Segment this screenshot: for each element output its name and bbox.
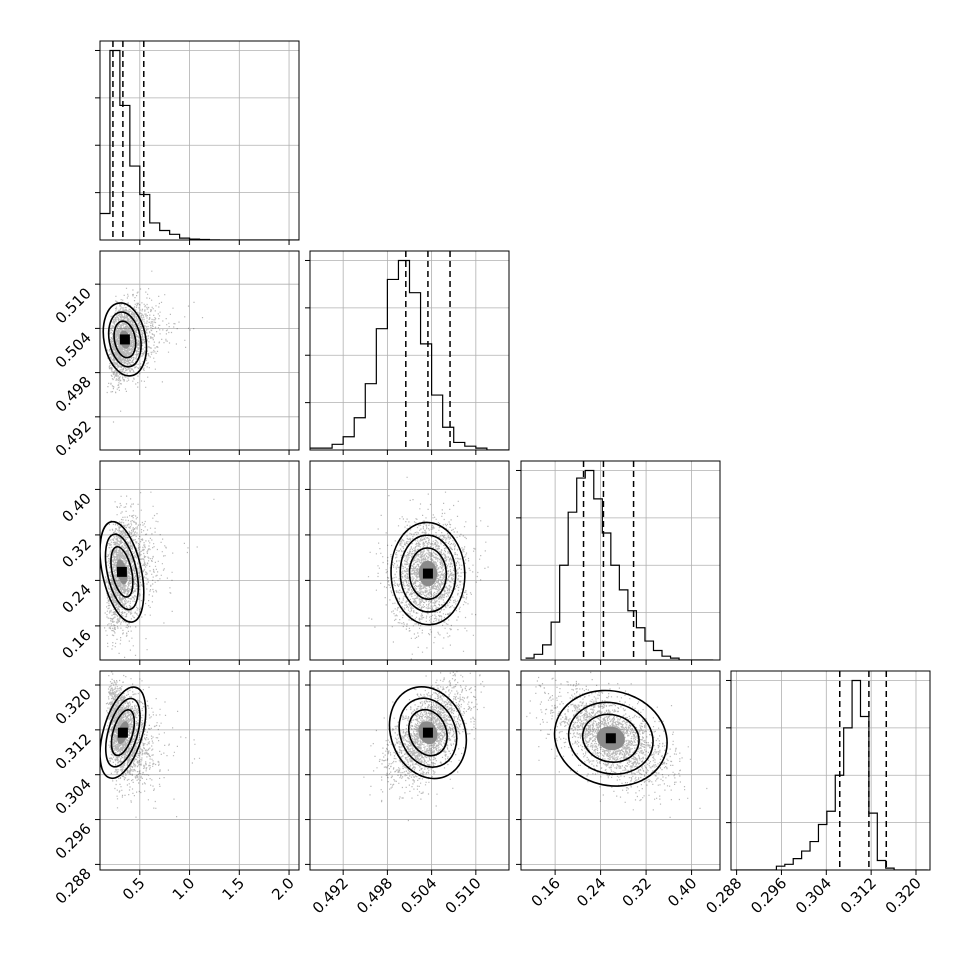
contour-1-1 xyxy=(104,533,140,611)
contour-3-0 xyxy=(390,521,466,626)
panel-2-content xyxy=(100,671,201,818)
contour-5-1 xyxy=(567,701,654,775)
xtick-label-2-1: 0.24 xyxy=(573,874,609,910)
ytick-label-3-0: 0.288 xyxy=(52,864,95,907)
contour-4-0 xyxy=(388,685,468,780)
contour-3-2 xyxy=(408,547,448,600)
scatter-frame-3 xyxy=(309,460,510,661)
contour-2-2 xyxy=(110,709,136,757)
scatter-panel-0-3 xyxy=(99,670,300,871)
xtick-label-2-0: 0.16 xyxy=(528,874,564,910)
histogram-1-steps xyxy=(310,259,509,450)
histogram-frame-1 xyxy=(309,250,510,451)
histogram-panel-0 xyxy=(95,40,300,241)
xtick-label-2-2: 0.32 xyxy=(619,874,655,910)
scatter-panel-2-3 xyxy=(520,670,721,871)
scatter-points-1 xyxy=(104,491,215,658)
scatter-frame-4 xyxy=(309,670,510,871)
density-peak-1 xyxy=(116,566,127,577)
scatter-points-0 xyxy=(104,270,204,423)
density-peak-4 xyxy=(422,727,433,738)
contour-2-1 xyxy=(104,697,141,768)
scatter-frame-0 xyxy=(99,250,300,451)
contour-2-0 xyxy=(100,686,147,780)
scatter-panel-0-1 xyxy=(99,250,300,451)
scatter-panel-1-3 xyxy=(309,670,510,871)
ytick-label-2-3: 0.40 xyxy=(58,490,94,526)
scatter-points-2 xyxy=(105,671,201,818)
contour-0-0 xyxy=(102,302,148,377)
panel-0-content xyxy=(102,270,204,423)
scatter-frame-5 xyxy=(520,670,721,871)
ytick-label-3-3: 0.312 xyxy=(52,730,95,773)
scatter-panel-0-2 xyxy=(99,460,300,661)
contour-5-2 xyxy=(581,713,640,763)
xtick-label-3-2: 0.304 xyxy=(792,874,835,917)
ytick-label-1-3: 0.510 xyxy=(52,284,95,327)
ytick-label-2-2: 0.32 xyxy=(58,535,94,571)
xtick-label-3-0: 0.288 xyxy=(702,874,745,917)
xtick-label-0-3: 2.0 xyxy=(268,874,298,904)
panel-5-content xyxy=(526,671,708,818)
xtick-label-0-2: 1.5 xyxy=(219,874,249,904)
xtick-label-3-3: 0.312 xyxy=(837,874,880,917)
xtick-label-1-0: 0.492 xyxy=(309,874,352,917)
ytick-label-1-0: 0.492 xyxy=(52,417,95,460)
histogram-panel-3 xyxy=(726,670,931,871)
xtick-label-1-1: 0.498 xyxy=(353,874,396,917)
density-peak-5 xyxy=(605,733,616,744)
ytick-label-1-2: 0.504 xyxy=(52,328,95,371)
contour-0-1 xyxy=(107,311,142,368)
panel-3-content xyxy=(367,476,489,660)
density-peak-0 xyxy=(119,334,130,345)
panel-4-content xyxy=(363,671,485,822)
contour-5-0 xyxy=(553,689,668,787)
panel-1-content xyxy=(100,491,215,658)
ytick-label-3-2: 0.304 xyxy=(52,775,95,818)
ytick-label-1-1: 0.498 xyxy=(52,373,95,416)
histogram-0-steps xyxy=(100,49,299,240)
histogram-frame-3 xyxy=(730,670,931,871)
ytick-label-2-1: 0.24 xyxy=(58,581,94,617)
xtick-label-2-3: 0.40 xyxy=(664,874,700,910)
density-peak-3 xyxy=(422,568,433,579)
xtick-label-3-1: 0.296 xyxy=(747,874,790,917)
contour-0-2 xyxy=(113,320,137,359)
histogram-frame-0 xyxy=(99,40,300,241)
xtick-label-0-0: 0.5 xyxy=(119,874,149,904)
histogram-panel-2 xyxy=(516,460,721,661)
xtick-label-0-1: 1.0 xyxy=(169,874,199,904)
histogram-frame-2 xyxy=(520,460,721,661)
contour-4-2 xyxy=(407,708,448,757)
contour-3-1 xyxy=(399,534,457,613)
density-peak-2 xyxy=(117,727,128,738)
scatter-frame-1 xyxy=(99,460,300,661)
ytick-label-2-0: 0.16 xyxy=(58,626,94,662)
histogram-panel-1 xyxy=(305,250,510,451)
scatter-frame-2 xyxy=(99,670,300,871)
histogram-2-steps xyxy=(525,469,714,660)
xtick-label-1-3: 0.510 xyxy=(442,874,485,917)
ytick-label-3-4: 0.320 xyxy=(52,685,95,728)
contour-4-1 xyxy=(398,697,458,768)
contour-1-0 xyxy=(100,520,145,623)
xtick-label-3-4: 0.320 xyxy=(882,874,925,917)
scatter-panel-1-2 xyxy=(309,460,510,661)
contour-1-2 xyxy=(110,545,134,598)
xtick-label-1-2: 0.504 xyxy=(397,874,440,917)
scatter-points-4 xyxy=(363,671,485,822)
ytick-label-3-1: 0.296 xyxy=(52,820,95,863)
